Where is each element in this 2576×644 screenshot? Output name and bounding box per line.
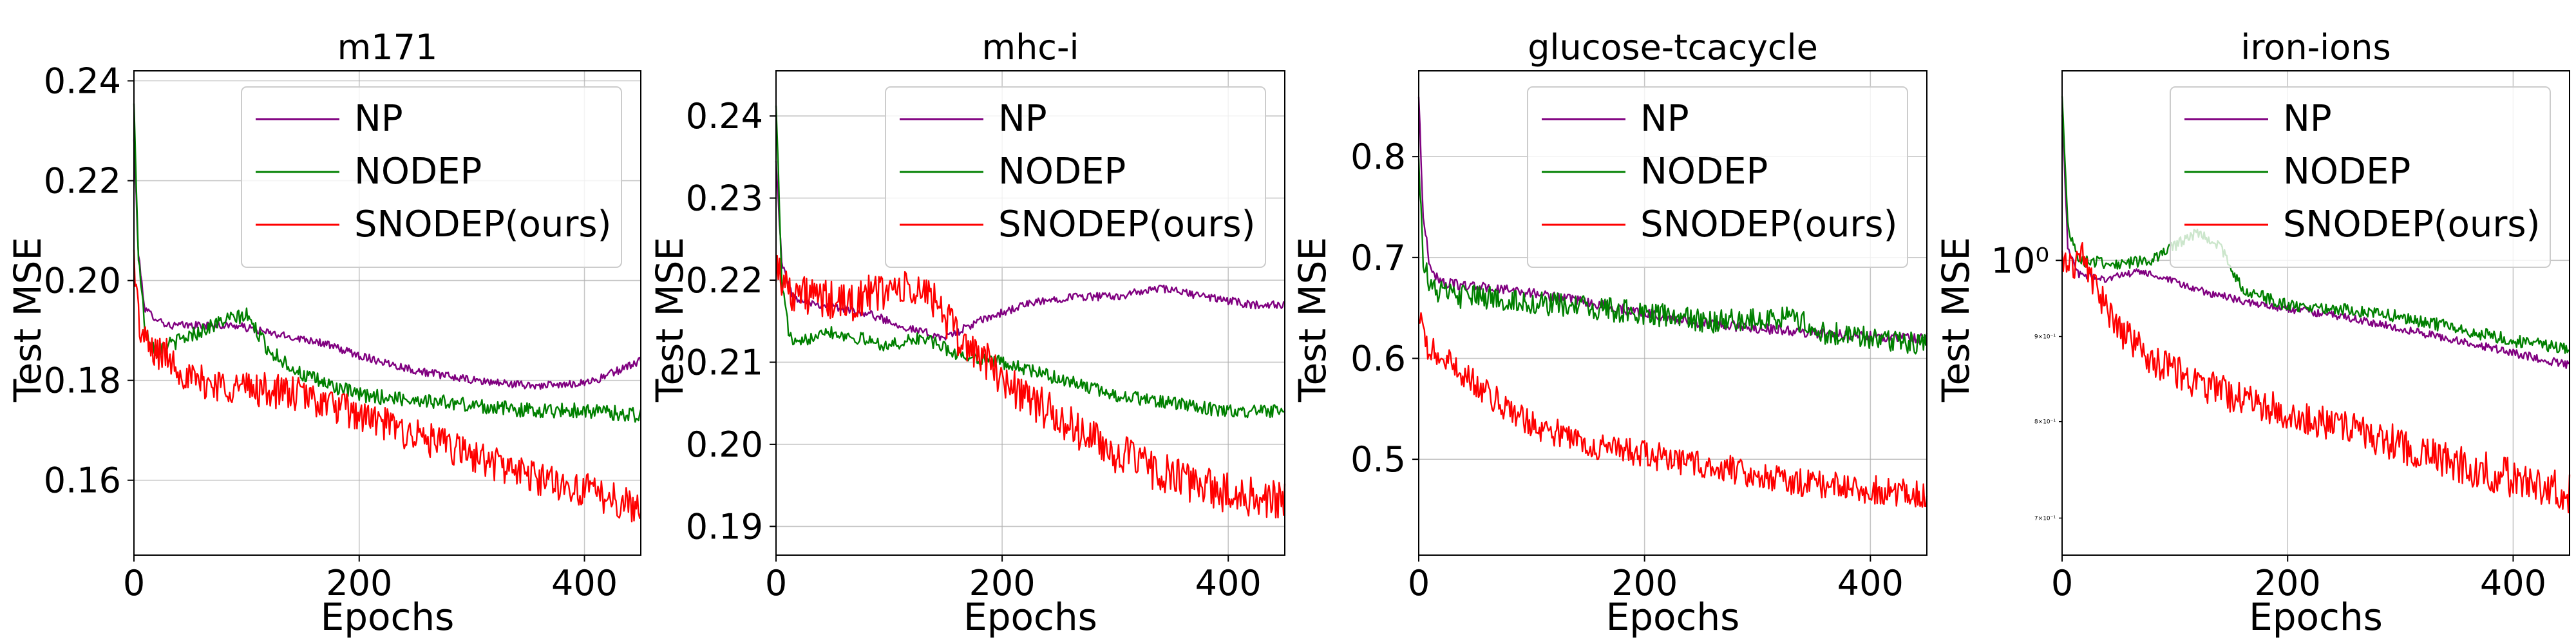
legend-label: SNODEP(ours)	[998, 204, 1255, 245]
y-tick-label: 0.6	[1350, 339, 1406, 379]
legend-box	[885, 86, 1266, 268]
x-tick-label: 0	[1408, 563, 1430, 603]
x-tick-label: 200	[326, 563, 392, 603]
series-line-np	[2061, 115, 2570, 369]
y-tick-label: 0.23	[686, 178, 763, 219]
y-minor-tick-label: 7×10⁻¹	[2034, 515, 2056, 522]
series-line-nodep	[133, 103, 642, 423]
y-tick-label: 0.16	[44, 460, 121, 501]
chart-title: mhc-i	[981, 27, 1079, 68]
chart-panel-2: 0 200 400 0.5 0.6 0.7 0.8 glucose-tcacycle Epoch…	[1291, 27, 1928, 639]
y-tick-label: 0.21	[686, 342, 763, 383]
legend: NP NODEP SNODEP(ours)	[885, 86, 1266, 268]
legend-label: NP	[1640, 98, 1689, 140]
y-axis-label: Test MSE	[6, 237, 50, 402]
legend: NP NODEP SNODEP(ours)	[241, 86, 622, 268]
y-minor-tick-label: 8×10⁻¹	[2034, 419, 2056, 426]
chart-panel-3: 0 200 400 10⁰ 7×10⁻¹ 8×10⁻¹ 9×10⁻¹ iron-ions Epo…	[1934, 27, 2571, 639]
legend-label: NODEP	[2283, 151, 2410, 193]
legend-box	[241, 86, 622, 268]
legend-label: NODEP	[1640, 151, 1768, 193]
y-axis-label: Test MSE	[1934, 237, 1978, 402]
legend: NP NODEP SNODEP(ours)	[1527, 86, 1908, 268]
x-axis-label: Epochs	[963, 595, 1097, 639]
x-tick-label: 400	[1195, 563, 1262, 603]
legend-label: SNODEP(ours)	[2283, 204, 2540, 245]
legend-label: NODEP	[998, 151, 1126, 193]
chart-panel-0: 0 200 400 0.16 0.18 0.20 0.22 0.24 m171 Epochs Tes…	[6, 27, 642, 639]
legend-label: SNODEP(ours)	[354, 204, 611, 245]
series-line-nodep	[1417, 158, 1928, 355]
x-axis-label: Epochs	[321, 595, 455, 639]
y-axis-label: Test MSE	[648, 237, 692, 402]
y-tick-label: 0.5	[1350, 439, 1406, 480]
series-line-nodep	[2061, 96, 2570, 354]
legend-box	[2170, 86, 2551, 268]
legend-label: NP	[354, 98, 403, 140]
x-tick-label: 400	[1837, 563, 1904, 603]
series-line-snodep-ours-	[2061, 242, 2571, 514]
series-line-np	[775, 160, 1285, 341]
x-tick-label: 200	[969, 563, 1036, 603]
series-line-snodep-ours-	[1417, 312, 1928, 508]
legend-label: NP	[998, 98, 1047, 140]
chart-title: m171	[337, 27, 438, 68]
x-axis-label: Epochs	[1606, 595, 1740, 639]
plot-frame	[775, 70, 1285, 556]
chart-title: iron-ions	[2240, 27, 2391, 68]
series-line-snodep-ours-	[775, 254, 1286, 518]
plot-frame	[2061, 70, 2570, 556]
chart-title: glucose-tcacycle	[1528, 27, 1818, 68]
y-tick-label: 0.19	[686, 506, 763, 547]
legend: NP NODEP SNODEP(ours)	[2170, 86, 2551, 268]
chart-panel-1: 0 200 400 0.19 0.20 0.21 0.22 0.23 0.24 mhc-i Epoc…	[648, 27, 1286, 639]
plot-frame	[1418, 70, 1927, 556]
x-axis-label: Epochs	[2249, 595, 2383, 639]
y-tick-label: 0.20	[686, 424, 763, 465]
y-minor-tick-label: 9×10⁻¹	[2034, 334, 2056, 341]
x-tick-label: 400	[551, 563, 618, 603]
legend-label: NODEP	[354, 151, 482, 193]
x-tick-label: 0	[765, 563, 787, 603]
x-tick-label: 200	[1611, 563, 1678, 603]
x-tick-label: 400	[2480, 563, 2546, 603]
y-tick-label: 0.7	[1350, 238, 1406, 278]
series-line-nodep	[775, 105, 1285, 419]
y-tick-label: 10⁰	[1991, 240, 2049, 281]
series-line-snodep-ours-	[133, 249, 642, 523]
legend-label: NP	[2283, 98, 2332, 140]
legend-label: SNODEP(ours)	[1640, 204, 1897, 245]
x-tick-label: 0	[2051, 563, 2073, 603]
y-tick-label: 0.24	[44, 61, 121, 102]
y-tick-label: 0.8	[1350, 137, 1406, 177]
y-axis-label: Test MSE	[1291, 237, 1334, 402]
y-tick-label: 0.24	[686, 96, 763, 137]
y-tick-label: 0.22	[44, 161, 121, 202]
x-tick-label: 200	[2255, 563, 2321, 603]
plot-frame	[133, 70, 641, 556]
legend-box	[1527, 86, 1908, 268]
y-tick-label: 0.22	[686, 260, 763, 301]
y-tick-label: 0.18	[44, 361, 121, 401]
x-tick-label: 0	[123, 563, 145, 603]
y-tick-label: 0.20	[44, 261, 121, 301]
